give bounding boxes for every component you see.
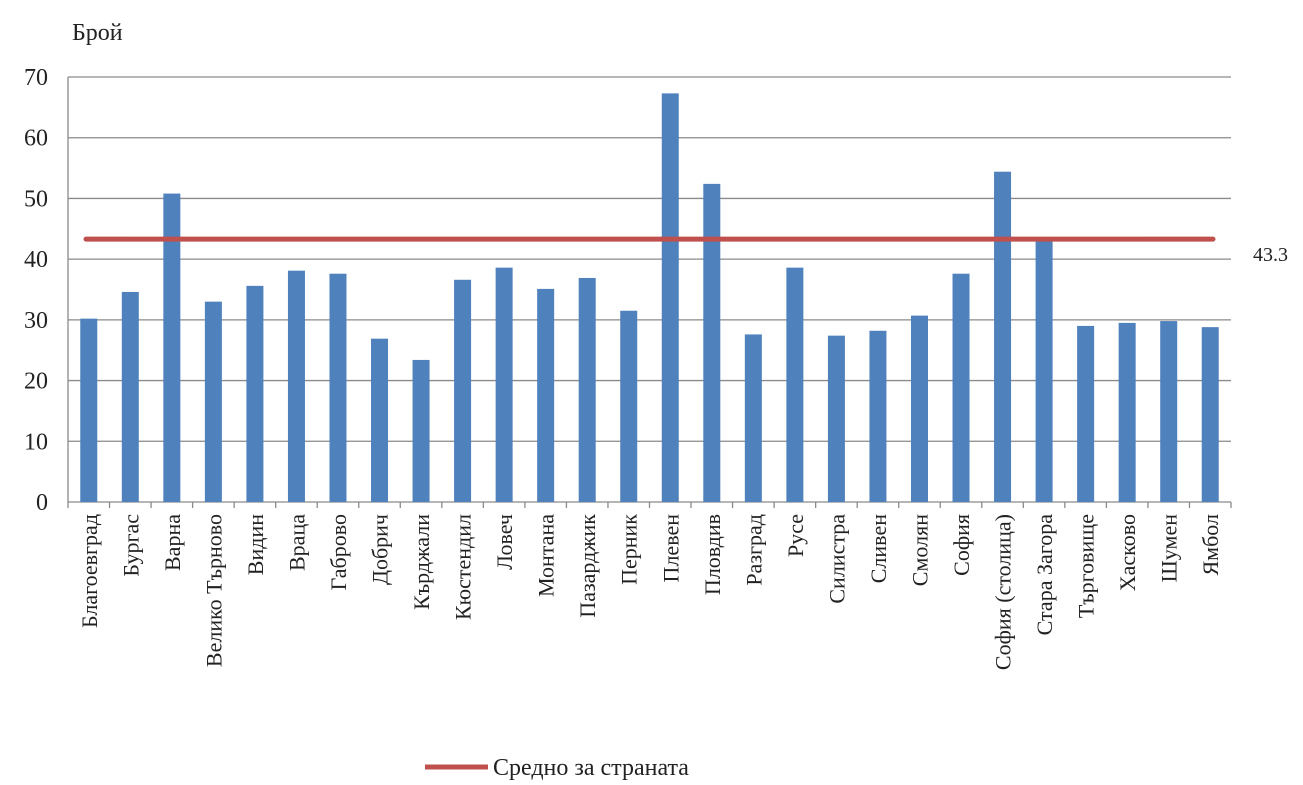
y-tick-label: 40 [24,247,48,273]
bar [121,291,139,502]
bar [952,273,970,502]
x-category-label: Пловдив [700,514,725,595]
x-category-label: Враца [284,514,309,571]
x-category-label: Благоевград [77,514,102,628]
bar [1118,322,1136,502]
x-category-label: София [949,514,974,576]
x-category-label: Плевен [658,514,683,583]
x-category-label: Шумен [1157,514,1182,583]
x-category-label: София (столица) [991,514,1016,670]
x-category-label: Силистра [824,514,849,604]
bar [329,273,347,502]
bar [204,301,222,502]
x-category-label: Пазарджик [575,514,600,618]
bar [1035,239,1053,502]
x-category-label: Кюстендил [451,514,476,620]
y-tick-label: 0 [36,490,48,516]
average-line-group: 43.3 [83,236,1288,266]
bar [163,193,181,503]
x-category-label: Сливен [866,514,891,583]
bar [661,93,679,503]
legend-label-average: Средно за страната [493,755,689,780]
bar [495,267,513,502]
x-category-label: Бургас [118,514,143,577]
y-axis-title: Брой [72,20,123,46]
bar [703,183,721,502]
x-category-label: Кърджали [409,514,434,610]
x-category-label: Ловеч [492,514,517,570]
bar [371,338,389,502]
bar [994,171,1012,502]
x-category-label: Русе [783,514,808,557]
x-category-label: Смолян [907,514,932,586]
y-tick-label: 60 [24,126,48,152]
bar [1201,327,1219,502]
bar [910,315,928,502]
x-category-label: Видин [243,514,268,575]
y-axis-ticks: 0 10 20 30 40 50 60 70 [24,65,48,516]
x-category-label: Добрич [368,514,393,585]
bar [869,330,887,502]
bar [537,288,555,502]
x-axis-labels: Благоевград Бургас Варна Велико Търново Види… [67,502,1232,670]
x-category-label: Търговище [1074,514,1099,618]
x-category-label: Перник [617,514,642,585]
bars [80,93,1219,503]
bar [1077,325,1095,502]
bar [80,318,98,502]
gridlines [67,76,1231,503]
average-value-label: 43.3 [1253,244,1288,266]
bar [412,359,430,502]
bar [827,335,845,502]
x-category-label: Разград [741,514,766,586]
bar [744,334,762,502]
x-category-label: Велико Търново [201,514,226,667]
x-category-label: Стара Загора [1032,514,1057,636]
x-category-label: Хасково [1115,514,1140,591]
y-tick-label: 10 [24,429,48,455]
y-tick-label: 50 [24,186,48,212]
bar [578,277,596,502]
x-category-label: Ямбол [1198,514,1223,575]
bar [786,267,804,502]
y-tick-label: 20 [24,369,48,395]
y-tick-label: 70 [24,65,48,91]
bar [246,285,264,502]
legend: Средно за страната [425,755,689,781]
bar [287,270,305,502]
x-category-label: Габрово [326,514,351,590]
bar [620,310,638,502]
x-category-label: Варна [160,514,185,571]
bar [1160,321,1178,502]
y-tick-label: 30 [24,308,48,334]
bar [454,279,472,502]
x-category-label: Монтана [534,514,559,597]
